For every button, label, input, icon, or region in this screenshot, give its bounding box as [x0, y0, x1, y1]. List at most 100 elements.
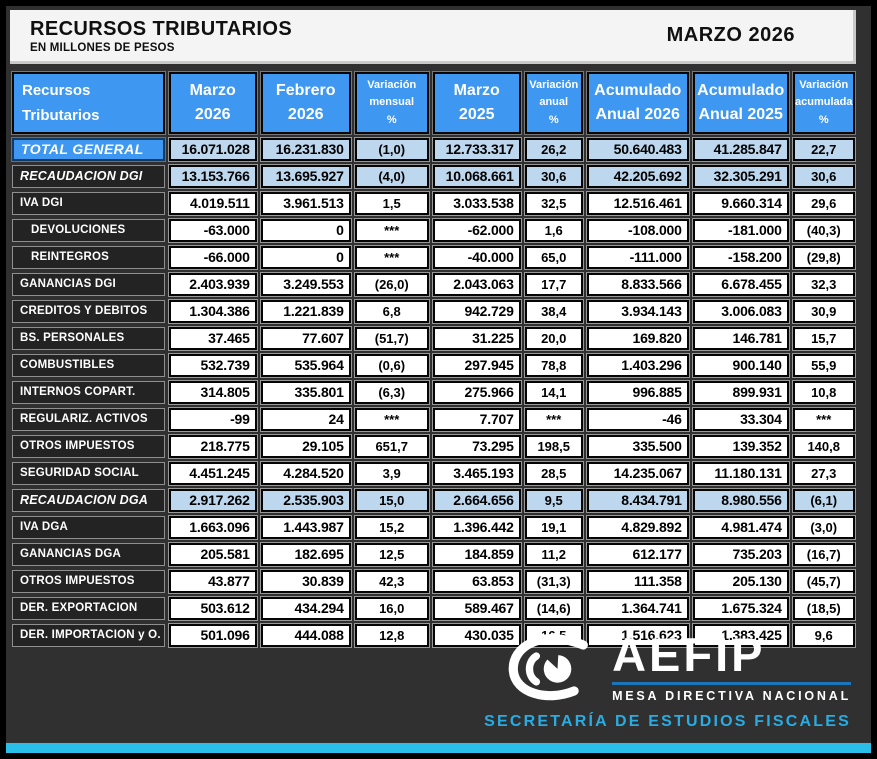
percent-cell: ***	[792, 408, 855, 431]
percent-cell: 198,5	[524, 435, 583, 458]
header-cell-2: Febrero 2026	[260, 72, 351, 134]
table-row: DER. EXPORTACION 503.612 434.294 16,0 589.46…	[12, 597, 855, 620]
value-cell: 205.130	[692, 570, 789, 593]
percent-cell: 651,7	[354, 435, 429, 458]
percent-cell: 42,3	[354, 570, 429, 593]
row-label: REGULARIZ. ACTIVOS	[12, 408, 165, 431]
percent-cell: 9,5	[524, 489, 583, 512]
percent-cell: 20,0	[524, 327, 583, 350]
value-cell: 4.019.511	[168, 192, 257, 215]
percent-cell: 55,9	[792, 354, 855, 377]
page-title: RECURSOS TRIBUTARIOS	[30, 17, 293, 40]
value-cell: 29.105	[260, 435, 351, 458]
row-label: COMBUSTIBLES	[12, 354, 165, 377]
table-row: INTERNOS COPART. 314.805 335.801 (6,3) 275.9…	[12, 381, 855, 404]
table-row: OTROS IMPUESTOS 43.877 30.839 42,3 63.853 (31…	[12, 570, 855, 593]
value-cell: 1.364.741	[586, 597, 689, 620]
value-cell: 3.006.083	[692, 300, 789, 323]
title-bar: RECURSOS TRIBUTARIOS EN MILLONES DE PESO…	[10, 10, 856, 64]
value-cell: -46	[586, 408, 689, 431]
value-cell: 503.612	[168, 597, 257, 620]
table-row: IVA DGA 1.663.096 1.443.987 15,2 1.396.442 19…	[12, 516, 855, 539]
value-cell: 24	[260, 408, 351, 431]
recursos-tributarios-table: Recursos Tributarios Marzo 2026 Febrero 2026 V…	[8, 68, 859, 651]
value-cell: 139.352	[692, 435, 789, 458]
percent-cell: (16,7)	[792, 543, 855, 566]
table-row: GANANCIAS DGI 2.403.939 3.249.553 (26,0) 2.0…	[12, 273, 855, 296]
value-cell: 10.068.661	[432, 165, 521, 188]
percent-cell: (3,0)	[792, 516, 855, 539]
value-cell: 146.781	[692, 327, 789, 350]
percent-cell: 19,1	[524, 516, 583, 539]
value-cell: 1.443.987	[260, 516, 351, 539]
percent-cell: 30,6	[524, 165, 583, 188]
header-cell-7: Acumulado Anual 2025	[692, 72, 789, 134]
value-cell: 335.500	[586, 435, 689, 458]
value-cell: 900.140	[692, 354, 789, 377]
percent-cell: 30,6	[792, 165, 855, 188]
value-cell: 30.839	[260, 570, 351, 593]
value-cell: 8.833.566	[586, 273, 689, 296]
percent-cell: (45,7)	[792, 570, 855, 593]
row-label: DER. EXPORTACION	[12, 597, 165, 620]
period-label: MARZO 2026	[666, 24, 795, 46]
value-cell: 434.294	[260, 597, 351, 620]
value-cell: 942.729	[432, 300, 521, 323]
row-label: CREDITOS Y DEBITOS	[12, 300, 165, 323]
bottom-accent-bar	[6, 743, 871, 753]
value-cell: 182.695	[260, 543, 351, 566]
value-cell: 1.396.442	[432, 516, 521, 539]
division-label: MESA DIRECTIVA NACIONAL	[612, 688, 851, 703]
percent-cell: 1,5	[354, 192, 429, 215]
percent-cell: ***	[524, 408, 583, 431]
percent-cell: ***	[354, 246, 429, 269]
row-label: DEVOLUCIONES	[12, 219, 165, 242]
row-label: SEGURIDAD SOCIAL	[12, 462, 165, 485]
percent-cell: (1,0)	[354, 138, 429, 161]
row-label: INTERNOS COPART.	[12, 381, 165, 404]
value-cell: 4.981.474	[692, 516, 789, 539]
percent-cell: 38,4	[524, 300, 583, 323]
percent-cell: 15,2	[354, 516, 429, 539]
value-cell: 169.820	[586, 327, 689, 350]
percent-cell: (51,7)	[354, 327, 429, 350]
value-cell: 9.660.314	[692, 192, 789, 215]
percent-cell: 32,5	[524, 192, 583, 215]
value-cell: 2.535.903	[260, 489, 351, 512]
value-cell: 1.663.096	[168, 516, 257, 539]
percent-cell: 78,8	[524, 354, 583, 377]
value-cell: 12.516.461	[586, 192, 689, 215]
value-cell: 612.177	[586, 543, 689, 566]
percent-cell: 11,2	[524, 543, 583, 566]
percent-cell: 3,9	[354, 462, 429, 485]
percent-cell: 15,7	[792, 327, 855, 350]
percent-cell: ***	[354, 408, 429, 431]
value-cell: -99	[168, 408, 257, 431]
value-cell: 205.581	[168, 543, 257, 566]
value-cell: 7.707	[432, 408, 521, 431]
percent-cell: 15,0	[354, 489, 429, 512]
percent-cell: 26,2	[524, 138, 583, 161]
value-cell: 13.153.766	[168, 165, 257, 188]
row-label: BS. PERSONALES	[12, 327, 165, 350]
value-cell: 12.733.317	[432, 138, 521, 161]
value-cell: 0	[260, 246, 351, 269]
percent-cell: (40,3)	[792, 219, 855, 242]
percent-cell: 22,7	[792, 138, 855, 161]
percent-cell: 16,0	[354, 597, 429, 620]
value-cell: -108.000	[586, 219, 689, 242]
value-cell: 37.465	[168, 327, 257, 350]
percent-cell: 140,8	[792, 435, 855, 458]
value-cell: 8.980.556	[692, 489, 789, 512]
row-label: GANANCIAS DGI	[12, 273, 165, 296]
row-label: GANANCIAS DGA	[12, 543, 165, 566]
percent-cell: 12,5	[354, 543, 429, 566]
value-cell: 2.403.939	[168, 273, 257, 296]
table-row: REINTEGROS -66.000 0 *** -40.000 65,0 -111.000…	[12, 246, 855, 269]
brand-underline	[612, 681, 851, 685]
value-cell: -181.000	[692, 219, 789, 242]
table-row: RECAUDACION DGA 2.917.262 2.535.903 15,0 2.6…	[12, 489, 855, 512]
value-cell: 16.071.028	[168, 138, 257, 161]
value-cell: 0	[260, 219, 351, 242]
value-cell: 589.467	[432, 597, 521, 620]
